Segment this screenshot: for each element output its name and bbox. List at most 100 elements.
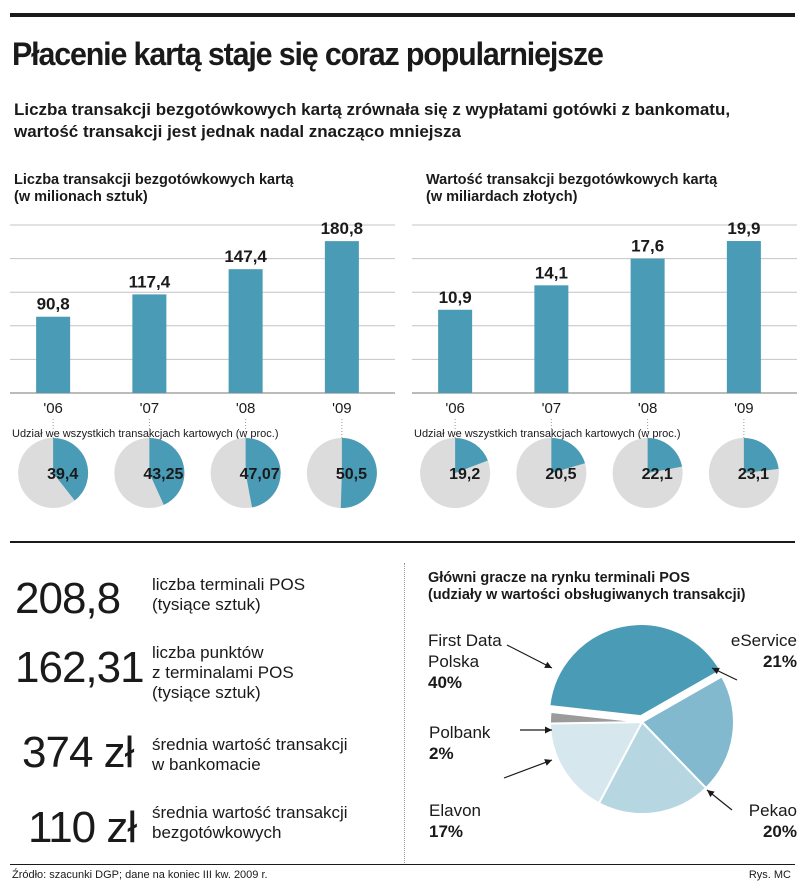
pie-label-first-data: First Data Polska 40% [428,630,502,693]
pos-pie-chart [503,623,738,815]
stat-desc-line: w bankomacie [152,755,261,774]
left-share-label: 47,07 [240,466,280,483]
stat-value-cashless: 110 zł [28,803,137,852]
left-bar [324,241,359,393]
right-tick-label: '07 [542,400,562,417]
pie-pointer-arrow [707,790,715,798]
left-share-slice [149,438,185,505]
pie-label-eservice: eService 21% [722,630,797,672]
pie-pointer [506,644,553,669]
pie-pointer [503,759,553,779]
right-value-label: 17,6 [631,237,664,256]
right-bar [630,258,665,393]
pie-label-name: First Data [428,631,502,650]
stat-desc-line: z terminalami POS [152,663,294,682]
left-chart-title-text: Liczba transakcji bezgotówkowych kartą [14,172,294,188]
right-tick-label: '09 [734,400,754,417]
right-value-label: 14,1 [535,263,568,282]
left-tick-label: '07 [140,400,160,417]
section-divider [10,541,795,543]
pie-label-pekao: Pekao 20% [722,800,797,842]
right-share-label: 19,2 [449,466,480,483]
right-share-slice [743,438,779,473]
pie-chart-unit: (udziały w wartości obsługiwanych transa… [428,587,746,603]
right-share-slice [647,438,683,473]
right-share-label: 23,1 [738,466,769,483]
stat-value-atm: 374 zł [22,728,134,777]
left-bar [132,294,167,393]
pie-label-name: Pekao [748,801,797,820]
stat-desc-line: bezgotówkowych [152,823,282,842]
pie-slice [640,675,735,790]
left-value-label: 180,8 [321,219,364,238]
stat-value-terminals: 208,8 [15,574,121,623]
left-value-label: 117,4 [129,272,171,291]
stat-desc-line: liczba terminali POS [152,575,306,594]
right-tick-label: '06 [445,400,465,417]
left-tick-label: '06 [43,400,63,417]
right-tick-label: '08 [638,400,658,417]
stat-desc-line: średnia wartość transakcji [152,735,348,754]
right-bar [438,309,473,393]
left-bar [36,316,71,393]
top-rule [10,13,795,17]
left-share-label: 43,25 [143,466,183,483]
pie-chart-title-text: Główni gracze na rynku terminali POS [428,570,690,586]
left-share-label: 50,5 [336,466,367,483]
right-chart-unit: (w miliardach złotych) [426,189,578,205]
credit-note: Rys. MC [748,869,791,881]
stat-desc-atm: średnia wartość transakcji w bankomacie [152,735,348,775]
right-share-label: 22,1 [642,466,673,483]
stat-desc-line: (tysiące sztuk) [152,683,261,702]
left-chart-title: Liczba transakcji bezgotówkowych kartą (… [14,172,294,206]
left-bar-chart: Udział we wszystkich transakcjach kartow… [10,219,395,508]
pie-label-name: eService [730,631,797,650]
right-bar [534,285,569,393]
stat-desc-line: liczba punktów [152,643,264,662]
left-chart-unit: (w milionach sztuk) [14,189,148,205]
right-share-caption: Udział we wszystkich transakcjach kartow… [414,428,681,440]
pie-label-value: 2% [429,744,454,763]
stat-desc-terminals: liczba terminali POS (tysiące sztuk) [152,575,305,615]
pie-label-value: 20% [762,822,797,841]
pie-pointer-arrow [544,661,552,668]
left-bar [228,269,263,393]
pie-label-value: 21% [762,652,797,671]
right-chart-title-text: Wartość transakcji bezgotówkowych kartą [426,172,718,188]
right-share-slice [551,438,585,473]
left-tick-label: '09 [332,400,352,417]
pie-slice [597,720,708,815]
pie-label-value: 17% [429,822,464,841]
left-value-label: 147,4 [224,247,267,266]
bottom-rule [10,864,795,865]
left-share-slice [340,438,377,508]
pie-chart-title: Główni gracze na rynku terminali POS (ud… [428,570,745,604]
pie-slice [548,623,723,718]
right-value-label: 19,9 [727,219,760,238]
stat-desc-cashless: średnia wartość transakcji bezgotówkowyc… [152,803,348,843]
right-share-slice [455,438,488,473]
left-tick-label: '08 [236,400,256,417]
pie-label-polbank: Polbank 2% [429,722,490,764]
left-share-label: 39,4 [47,466,78,483]
pie-slice [549,710,643,725]
stat-value-points: 162,31 [15,643,145,692]
left-value-label: 90,8 [37,295,70,314]
page-subtitle: Liczba transakcji bezgotówkowych kartą z… [14,100,731,141]
left-share-slice [53,438,89,501]
right-bar [726,241,761,393]
pie-label-name: Elavon [429,801,481,820]
pie-pointer-arrow [712,667,720,675]
left-share-slice [245,438,281,508]
stat-desc-line: (tysiące sztuk) [152,595,261,614]
pie-pointer-arrow [544,759,552,766]
right-value-label: 10,9 [439,288,472,307]
pie-label-value: 40% [428,673,463,692]
pie-label-name: Polbank [429,723,491,742]
right-chart-title: Wartość transakcji bezgotówkowych kartą … [426,172,717,206]
left-share-caption: Udział we wszystkich transakcjach kartow… [12,428,279,440]
page-title: Płacenie kartą staje się coraz popularni… [12,36,604,72]
pie-label-elavon: Elavon 17% [429,800,481,842]
right-bar-chart: Udział we wszystkich transakcjach kartow… [412,219,797,508]
right-share-label: 20,5 [545,466,576,483]
